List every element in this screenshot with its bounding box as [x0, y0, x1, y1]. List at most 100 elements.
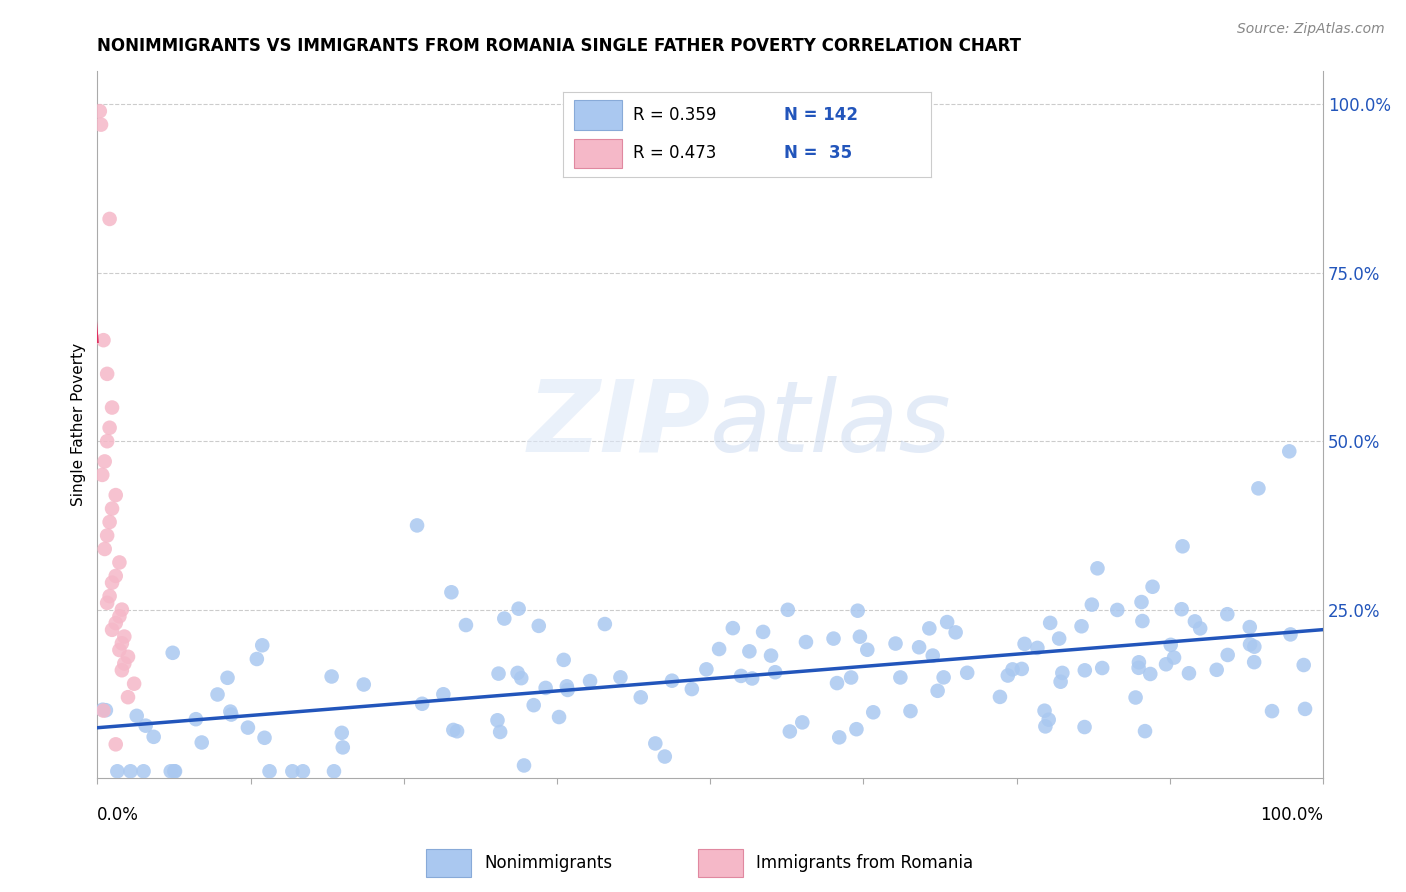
Point: [1001, 662, 1024, 676]
Point: [825, 676, 848, 690]
Point: [117, 649, 139, 664]
Point: [862, 706, 884, 720]
Point: [207, 688, 229, 702]
Point: [1070, 619, 1092, 633]
Point: [741, 672, 763, 686]
Point: [856, 642, 879, 657]
Point: [823, 632, 845, 646]
Point: [96, 367, 118, 381]
Point: [217, 671, 239, 685]
Point: [776, 603, 799, 617]
Point: [90, 118, 112, 132]
Point: [997, 668, 1019, 682]
Point: [681, 681, 703, 696]
Point: [253, 731, 276, 745]
Point: [162, 646, 184, 660]
Point: [845, 722, 868, 736]
Point: [527, 619, 550, 633]
Point: [1243, 640, 1265, 654]
Point: [93, 333, 115, 347]
Text: 100.0%: 100.0%: [1260, 806, 1323, 824]
Point: [1132, 614, 1154, 628]
Point: [1243, 655, 1265, 669]
Point: [630, 690, 652, 705]
Point: [707, 642, 730, 657]
Point: [1133, 724, 1156, 739]
Point: [1160, 638, 1182, 652]
Point: [219, 707, 242, 722]
Point: [846, 604, 869, 618]
Point: [1091, 661, 1114, 675]
Point: [1011, 662, 1033, 676]
Point: [1074, 663, 1097, 677]
Point: [792, 715, 814, 730]
Point: [523, 698, 546, 713]
Point: [111, 602, 134, 616]
Point: [988, 690, 1011, 704]
Point: [1052, 665, 1074, 680]
Point: [557, 682, 579, 697]
Point: [98, 421, 121, 435]
Point: [104, 737, 127, 751]
Point: [104, 616, 127, 631]
Point: [1189, 621, 1212, 635]
Point: [1292, 658, 1315, 673]
Point: [548, 710, 571, 724]
Point: [101, 575, 124, 590]
Point: [1171, 539, 1194, 553]
Point: [752, 624, 775, 639]
Point: [219, 705, 242, 719]
Point: [332, 740, 354, 755]
Text: Source: ZipAtlas.com: Source: ZipAtlas.com: [1237, 22, 1385, 37]
Text: NONIMMIGRANTS VS IMMIGRANTS FROM ROMANIA SINGLE FATHER POVERTY CORRELATION CHART: NONIMMIGRANTS VS IMMIGRANTS FROM ROMANIA…: [97, 37, 1021, 55]
Point: [513, 758, 536, 772]
Point: [1279, 627, 1302, 641]
Point: [94, 703, 117, 717]
Point: [122, 676, 145, 690]
Point: [553, 653, 575, 667]
Point: [1184, 615, 1206, 629]
Point: [555, 679, 578, 693]
Point: [432, 687, 454, 701]
Point: [932, 670, 955, 684]
Point: [579, 674, 602, 689]
Point: [108, 643, 131, 657]
Point: [1073, 720, 1095, 734]
Point: [927, 683, 949, 698]
Point: [730, 669, 752, 683]
Point: [839, 671, 862, 685]
Bar: [697, 849, 742, 877]
Point: [609, 670, 631, 684]
Point: [120, 764, 142, 779]
Point: [1039, 615, 1062, 630]
Point: [104, 488, 127, 502]
Point: [1216, 607, 1239, 622]
Point: [763, 665, 786, 680]
Text: ZIP: ZIP: [527, 376, 710, 473]
Point: [163, 764, 186, 779]
Point: [96, 434, 118, 449]
Text: atlas: atlas: [710, 376, 952, 473]
Point: [259, 764, 281, 779]
Point: [661, 673, 683, 688]
Point: [1033, 704, 1056, 718]
Point: [91, 467, 114, 482]
Point: [105, 764, 128, 779]
Point: [98, 589, 121, 603]
Point: [1139, 667, 1161, 681]
Point: [98, 515, 121, 529]
Point: [488, 666, 510, 681]
Point: [93, 454, 115, 468]
Point: [489, 725, 512, 739]
Point: [849, 630, 872, 644]
Point: [779, 724, 801, 739]
Point: [406, 518, 429, 533]
Bar: [426, 849, 471, 877]
Point: [163, 764, 186, 779]
Text: Nonimmigrants: Nonimmigrants: [484, 854, 613, 872]
Point: [884, 636, 907, 650]
Point: [918, 621, 941, 635]
Point: [508, 601, 530, 615]
Point: [721, 621, 744, 635]
Point: [593, 617, 616, 632]
